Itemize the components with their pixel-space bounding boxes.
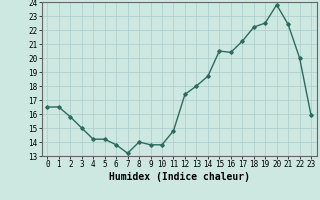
X-axis label: Humidex (Indice chaleur): Humidex (Indice chaleur): [109, 172, 250, 182]
